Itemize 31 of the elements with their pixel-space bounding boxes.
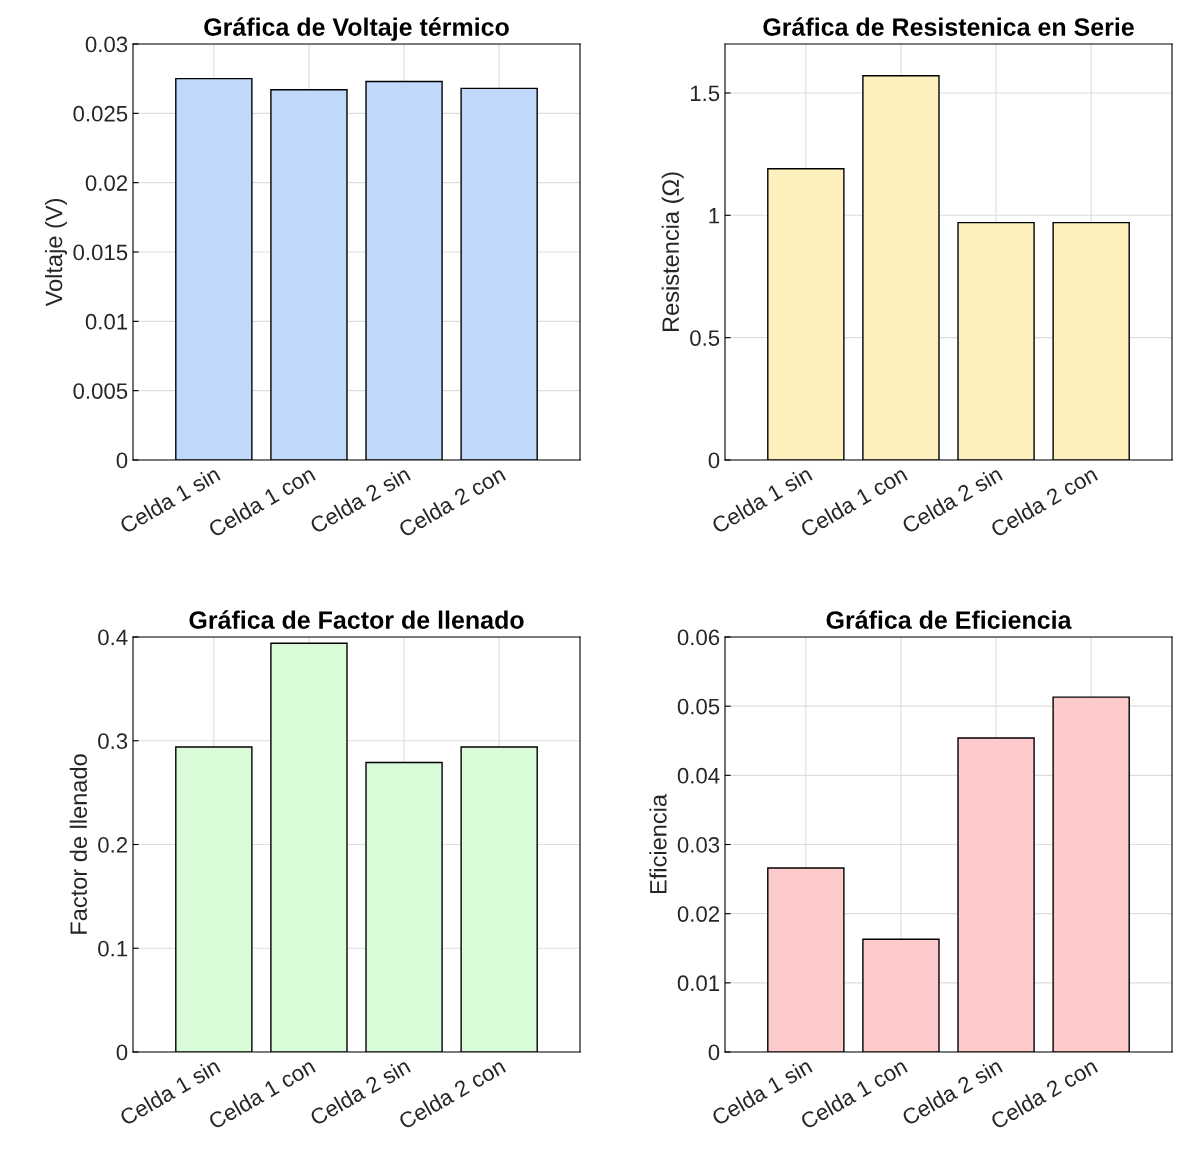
y-tick-label: 0.005 xyxy=(73,383,128,399)
chart-title: Gráfica de Eficiencia xyxy=(826,610,1072,629)
y-tick-label: 0 xyxy=(708,1044,720,1061)
y-tick-label: 0.03 xyxy=(677,837,720,853)
y-tick-label: 0 xyxy=(708,452,720,469)
chart-title: Gráfica de Voltaje térmico xyxy=(204,17,509,41)
y-tick-label: 0.05 xyxy=(677,698,720,715)
y-tick-label: 0.02 xyxy=(85,175,128,191)
y-tick-label: 0.025 xyxy=(73,105,128,122)
chart-title: Gráfica de Factor de llenado xyxy=(189,610,524,629)
chart-title: Gráfica de Resistenica en Serie xyxy=(763,17,1134,36)
y-axis-title: Voltaje (V) xyxy=(44,199,67,307)
y-tick-label: 0.3 xyxy=(98,733,128,750)
y-tick-label: 0.01 xyxy=(677,975,720,992)
y-tick-label: 0.04 xyxy=(677,767,720,784)
y-tick-label: 0.1 xyxy=(98,940,128,957)
y-tick-label: 1.5 xyxy=(690,85,720,102)
y-tick-label: 0 xyxy=(116,452,128,469)
y-tick-label: 0 xyxy=(116,1044,128,1061)
y-axis-title: Factor de llenado xyxy=(69,754,88,934)
y-axis-title: Eficiencia xyxy=(649,793,667,894)
y-tick-label: 0.02 xyxy=(677,906,720,922)
y-tick-label: 0.015 xyxy=(73,244,128,261)
y-tick-label: 0.5 xyxy=(690,330,720,346)
y-axis-title: Resistencia (Ω) xyxy=(661,172,684,332)
y-tick-label: 0.03 xyxy=(85,36,128,53)
y-tick-label: 0.2 xyxy=(98,837,128,853)
y-tick-label: 0.01 xyxy=(85,313,128,330)
y-tick-label: 0.06 xyxy=(677,629,720,646)
y-tick-label: 1 xyxy=(709,208,720,224)
y-tick-label: 0.4 xyxy=(98,629,128,646)
